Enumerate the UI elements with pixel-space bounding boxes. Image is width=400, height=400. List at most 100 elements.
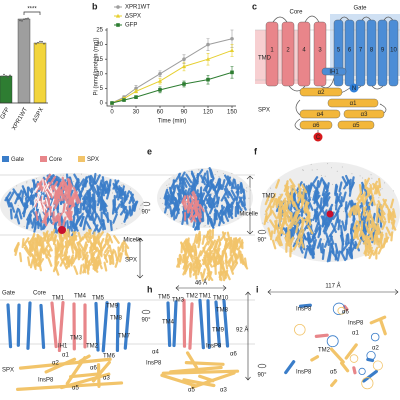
density [103, 183, 110, 195]
density [31, 199, 36, 211]
density [236, 196, 243, 207]
density [39, 201, 42, 210]
micelle-dot [176, 181, 178, 183]
density [176, 184, 183, 195]
density [226, 175, 232, 187]
density [328, 250, 332, 262]
helix [281, 21, 295, 87]
density [130, 196, 136, 207]
structure-label: 90° [141, 318, 151, 324]
x-tick-label: XPR1WT [11, 107, 29, 132]
micelle-dot [17, 204, 19, 206]
micelle-dot [334, 205, 336, 207]
micelle-dot [381, 188, 383, 190]
density [215, 196, 221, 208]
marker [122, 98, 126, 102]
loop-coil [337, 306, 346, 315]
micelle-dot [60, 174, 62, 176]
n-terminus [349, 83, 359, 93]
density [207, 183, 215, 194]
helix [69, 372, 102, 379]
series-line [111, 49, 233, 104]
legend-label: Gate [11, 157, 25, 163]
density [83, 197, 90, 208]
density [169, 179, 176, 191]
density [70, 244, 75, 255]
structure-label: TM3 [172, 298, 185, 304]
micelle-dot [80, 173, 82, 175]
helix-label: α3 [361, 112, 368, 118]
density [163, 202, 169, 214]
density [360, 230, 365, 241]
micelle-dot [197, 169, 199, 171]
density [304, 185, 310, 197]
marker [134, 95, 138, 99]
marker [230, 36, 234, 41]
density [196, 250, 202, 260]
replicate-dot [39, 40, 41, 43]
density [98, 179, 103, 191]
micelle-dot [245, 190, 247, 192]
diagram-label: Core [289, 10, 303, 16]
density [321, 216, 325, 228]
density [68, 210, 73, 221]
helix [172, 300, 178, 348]
structure-label: TM9 [106, 304, 119, 310]
density [219, 259, 225, 270]
density [352, 220, 358, 230]
density [14, 246, 19, 257]
marker [134, 86, 138, 91]
density [112, 182, 118, 194]
micelle-dot [142, 201, 144, 203]
density [337, 219, 341, 231]
density [35, 233, 40, 244]
density [201, 258, 208, 268]
density [54, 253, 60, 264]
helix [50, 301, 58, 349]
density [192, 190, 198, 199]
replicate-dot [35, 43, 37, 45]
density [364, 223, 370, 234]
density [193, 209, 199, 219]
micelle-dot [250, 189, 252, 191]
density [195, 234, 202, 245]
density [220, 191, 228, 202]
density [298, 237, 304, 248]
density [271, 209, 278, 219]
density [43, 213, 47, 225]
density [199, 204, 205, 212]
density [5, 196, 11, 208]
marker [182, 82, 186, 86]
density [72, 221, 79, 232]
density [176, 258, 182, 268]
helix [344, 343, 358, 360]
density [379, 238, 384, 249]
density [267, 227, 272, 238]
density [14, 207, 20, 219]
micelle-dot [226, 196, 228, 198]
spx-helix [299, 109, 341, 119]
density [61, 232, 67, 243]
helix [284, 360, 296, 375]
density [205, 178, 213, 189]
structure-label: α6 [230, 352, 237, 358]
replicate-dot [5, 75, 7, 77]
density [334, 183, 338, 195]
micelle-dot [139, 208, 141, 210]
density [21, 185, 28, 196]
density [47, 242, 53, 252]
density [129, 191, 136, 202]
spx-helix [299, 120, 333, 130]
legend-label: SPX [87, 157, 99, 163]
micelle-dot [214, 173, 216, 175]
density [97, 254, 102, 265]
micelle-dot [279, 193, 281, 195]
density [49, 230, 54, 242]
density [362, 195, 368, 206]
density [332, 210, 340, 220]
axes [106, 28, 236, 107]
helix [26, 301, 32, 350]
micelle-dot [239, 181, 241, 183]
density [57, 216, 62, 227]
density [229, 265, 235, 275]
